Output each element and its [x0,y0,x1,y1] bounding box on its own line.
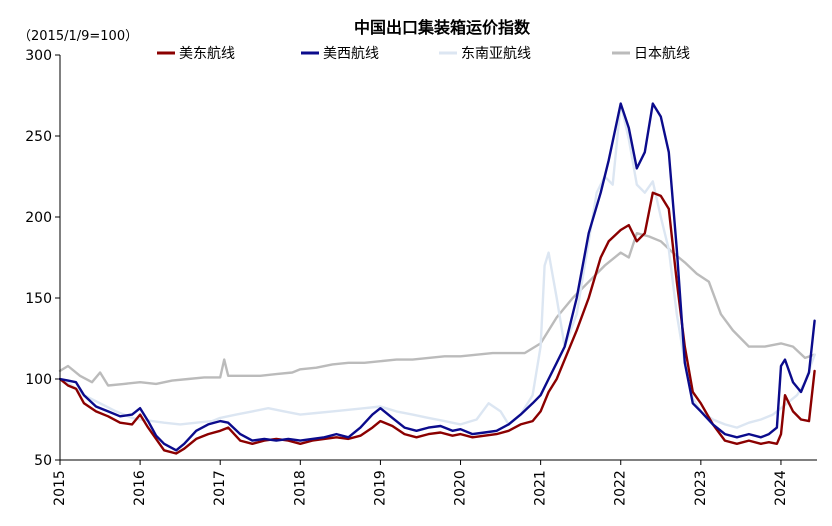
x-tick-label: 2015 [52,470,68,506]
x-tick-label: 2018 [292,470,308,506]
plot-area [58,102,816,455]
x-tick-label: 2022 [613,470,629,506]
y-axis-ticks: 50 100 150 200 250 300 [25,48,60,469]
y-tick-label: 100 [25,372,52,388]
legend-label: 美东航线 [179,46,235,62]
series-line-3 [58,231,816,387]
y-tick-label: 250 [25,129,52,145]
legend-label: 日本航线 [634,46,690,62]
x-tick-label: 2023 [693,470,709,506]
series-line-1 [58,102,816,452]
y-tick-label: 300 [25,48,52,64]
legend-label: 美西航线 [323,46,379,62]
legend-label: 东南亚航线 [461,46,531,62]
x-tick-label: 2016 [132,470,148,506]
chart-title: 中国出口集装箱运价指数 [354,18,531,37]
series-line-2 [58,102,816,429]
unit-label: （2015/1/9=100） [18,29,138,44]
x-tick-label: 2019 [372,470,388,506]
x-tick-label: 2024 [773,470,789,506]
x-tick-label: 2020 [453,470,469,506]
x-tick-label: 2021 [533,470,549,506]
legend: 美东航线 美西航线 东南亚航线 日本航线 [157,46,690,62]
x-tick-label: 2017 [212,470,228,506]
y-tick-label: 150 [25,291,52,307]
y-tick-label: 200 [25,210,52,226]
x-axis-ticks: 2015 2016 2017 2018 2019 2020 2021 2022 2023 2024 [52,460,789,506]
series-line-0 [58,191,816,455]
y-tick-label: 50 [34,453,52,469]
